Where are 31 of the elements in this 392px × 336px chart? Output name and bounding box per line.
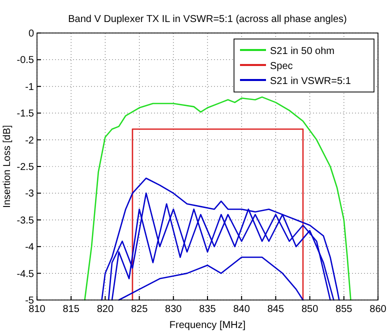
legend-label: Spec xyxy=(270,61,293,72)
x-tick-label: 840 xyxy=(233,304,250,315)
y-tick-label: -2.5 xyxy=(16,162,34,173)
line-series xyxy=(84,96,352,301)
line-series xyxy=(118,256,304,301)
x-tick-label: 820 xyxy=(96,304,114,315)
y-tick-label: -1.5 xyxy=(16,108,34,120)
y-tick-label: -2 xyxy=(25,135,34,146)
y-tick-label: 0 xyxy=(28,28,34,40)
x-tick-label: 810 xyxy=(28,304,46,315)
x-tick-label: 845 xyxy=(267,304,284,315)
x-tick-label: 815 xyxy=(62,304,80,315)
legend-label: S21 in 50 ohm xyxy=(270,46,334,57)
legend-label: S21 in VSWR=5:1 xyxy=(270,76,352,87)
x-tick-label: 830 xyxy=(165,304,182,315)
y-tick-label: -4.5 xyxy=(16,268,34,280)
y-tick-label: -1 xyxy=(25,82,34,93)
x-tick-label: 860 xyxy=(370,304,387,315)
x-tick-label: 855 xyxy=(336,304,353,315)
y-tick-label: -3 xyxy=(25,188,34,200)
line-series xyxy=(101,178,340,301)
x-axis-title: Frequency [MHz] xyxy=(169,320,246,331)
chart-title: Band V Duplexer TX IL in VSWR=5:1 (across all phase angles) xyxy=(68,14,347,25)
y-tick-label: -4 xyxy=(25,242,34,254)
y-tick-label: -3.5 xyxy=(16,215,34,226)
y-tick-label: -5 xyxy=(25,296,34,306)
y-tick-label: -0.5 xyxy=(16,55,34,66)
x-tick-label: 850 xyxy=(301,304,319,315)
y-axis-title: Insertion Loss [dB] xyxy=(2,124,13,208)
x-tick-label: 825 xyxy=(130,304,148,315)
x-tick-label: 835 xyxy=(199,304,216,315)
